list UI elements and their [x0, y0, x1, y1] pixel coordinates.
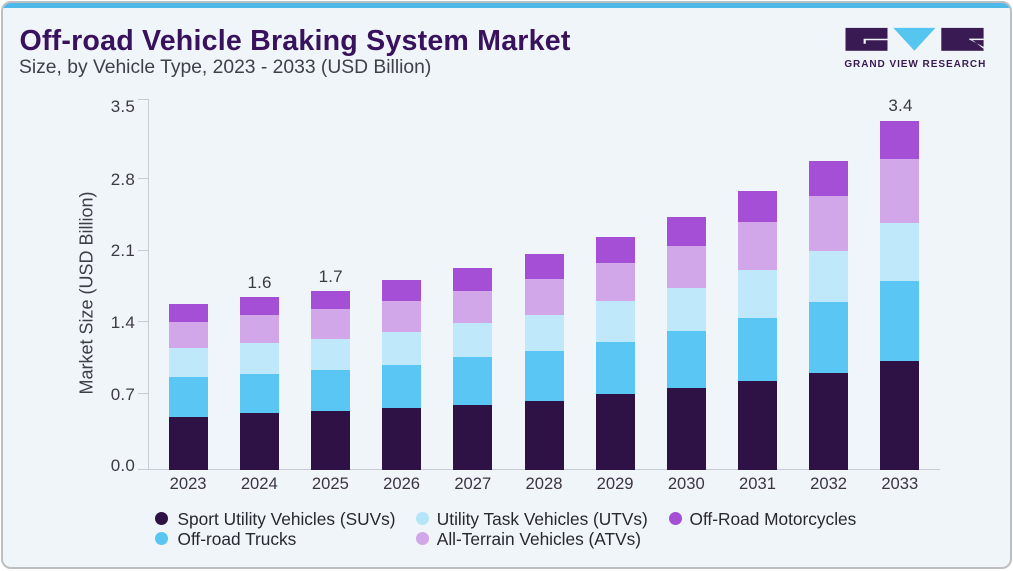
svg-text:GRAND VIEW RESEARCH: GRAND VIEW RESEARCH [844, 59, 986, 70]
